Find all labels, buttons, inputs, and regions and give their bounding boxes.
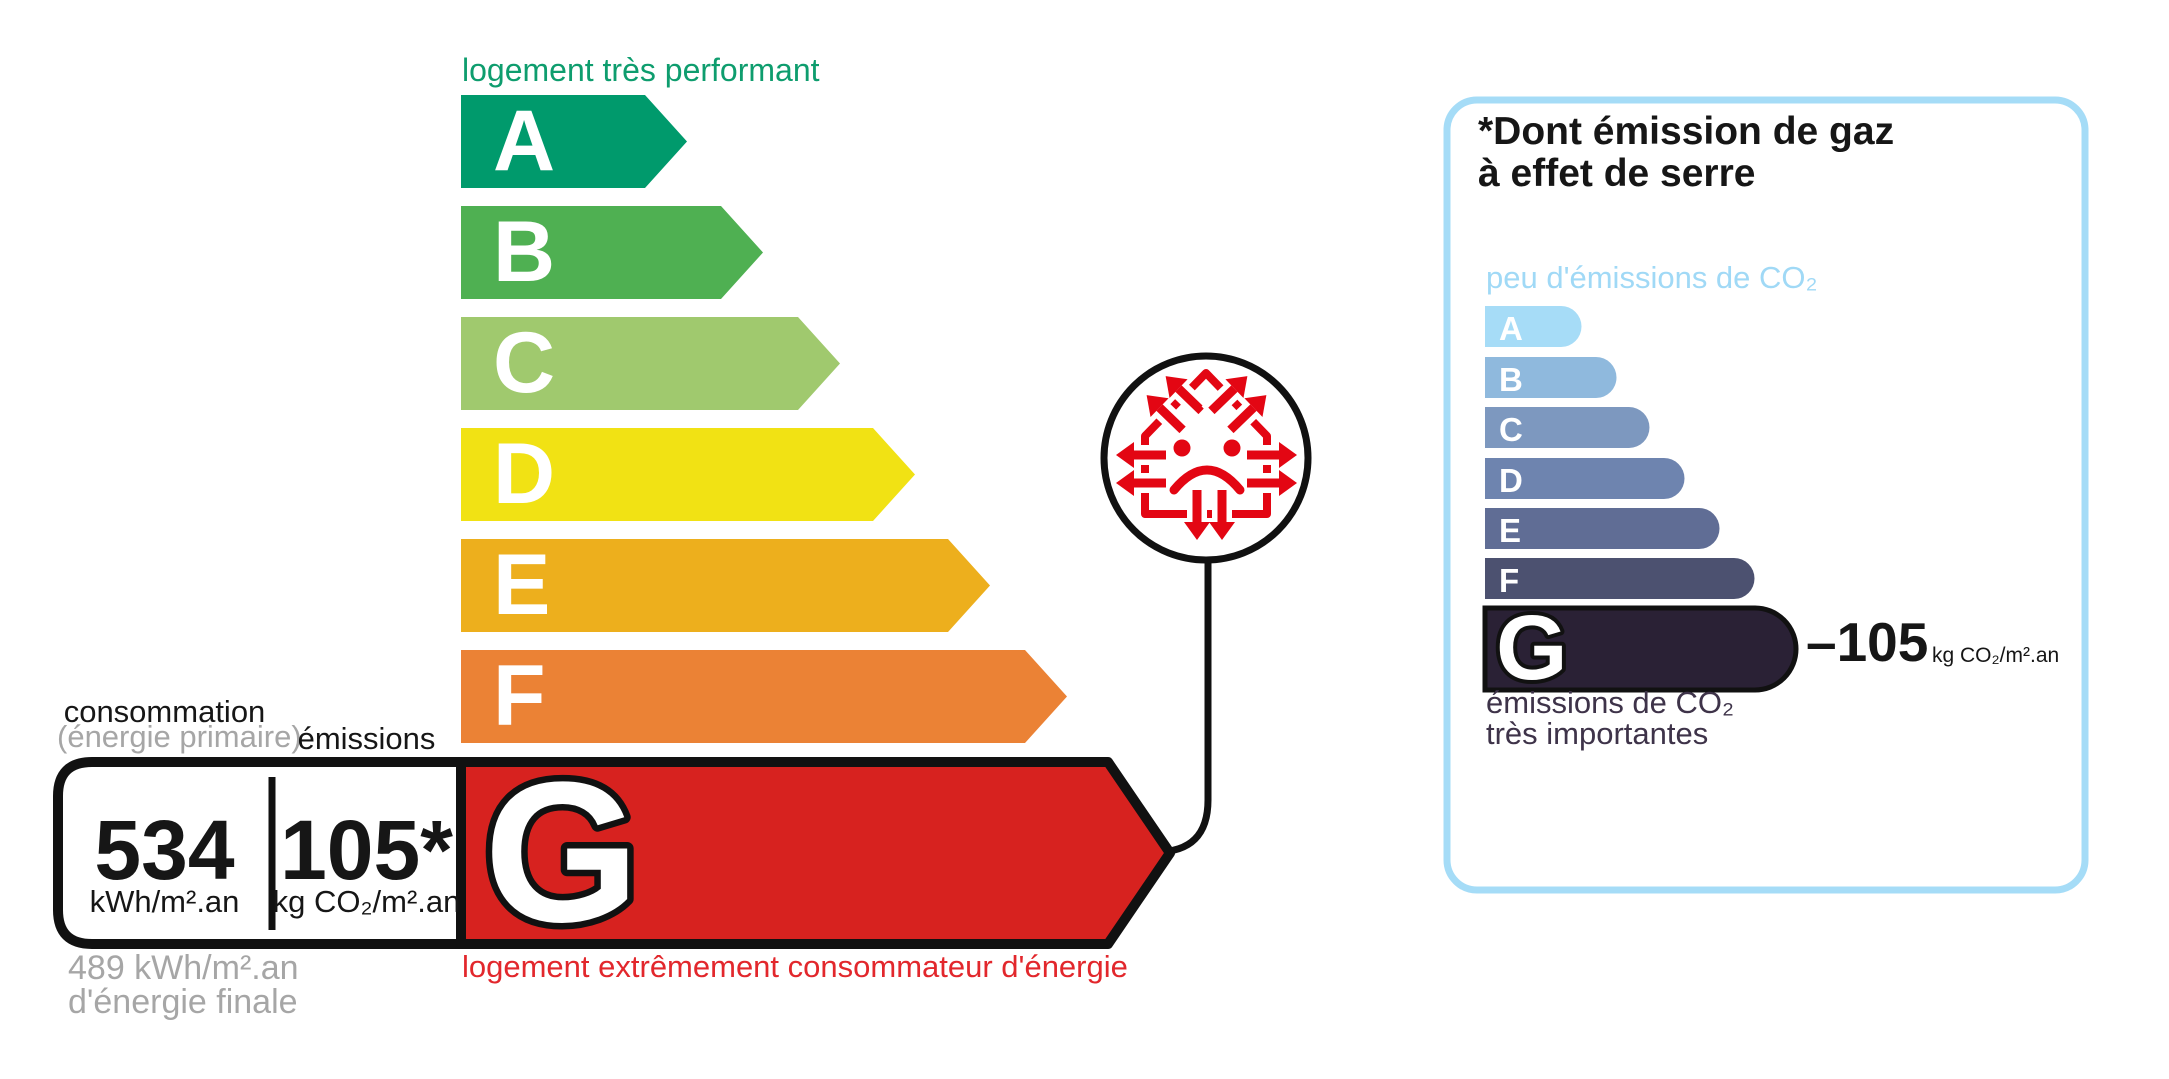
energy-bar-f-arrow	[461, 650, 1067, 743]
co2-bar-e	[1485, 508, 1720, 549]
energy-bar-b-letter: B	[493, 204, 556, 300]
co2-bar-d-letter: D	[1499, 462, 1523, 499]
connector-line	[1155, 552, 1212, 856]
co2-scale-bottom-label-line2: très importantes	[1486, 716, 1709, 751]
co2-scale-bottom-label-line1: émissions de CO₂	[1486, 685, 1735, 720]
co2-bar-d	[1485, 458, 1685, 499]
sad-house-indicator	[1100, 352, 1312, 856]
co2-scale-top-label: peu d'émissions de CO₂	[1486, 260, 1818, 295]
co2-bar-a-letter: A	[1499, 310, 1523, 347]
energy-bar-a-letter: A	[493, 93, 556, 189]
co2-panel-title-line1: *Dont émission de gaz	[1478, 110, 1895, 153]
energy-bar-f-letter: F	[493, 648, 546, 744]
values-panel-box	[53, 757, 466, 949]
co2-bar-g	[1482, 605, 1799, 693]
co2-bar-f-letter: F	[1499, 562, 1520, 599]
final-energy-value: 489 kWh/m².an	[68, 949, 299, 987]
energy-scale-arrows	[461, 95, 1067, 743]
co2-bar-c	[1485, 407, 1650, 448]
energy-scale-top-label: logement très performant	[462, 52, 820, 88]
energy-bar-d-arrow	[461, 428, 915, 521]
consumption-column-title: consommation	[63, 694, 266, 729]
energy-result-row: G	[53, 735, 1175, 971]
primary-energy-value: 534	[94, 803, 235, 897]
co2-bar-a	[1485, 306, 1582, 347]
co2-bar-g-letter: G	[1496, 597, 1568, 699]
left-eye-dot	[1173, 439, 1191, 457]
co2-panel-graphics: G	[1443, 96, 2089, 894]
sad-mouth-arc	[1169, 465, 1245, 495]
emissions-unit: kg CO₂/m².an	[272, 884, 461, 919]
co2-panel-border	[1443, 96, 2089, 894]
co2-panel-title-line2: à effet de serre	[1478, 152, 1756, 195]
energy-bar-b-arrow	[461, 206, 763, 299]
energy-bar-e-letter: E	[493, 537, 551, 633]
energy-bar-a-arrow	[461, 95, 687, 188]
energy-bar-e-arrow	[461, 539, 990, 632]
energy-bar-g-letter: G	[484, 741, 640, 964]
co2-bar-c-letter: C	[1499, 411, 1523, 448]
sad-house-energy-leak-icon	[1116, 367, 1297, 540]
co2-result-unit: kg CO₂/m².an	[1932, 644, 2060, 667]
co2-bar-e-letter: E	[1499, 512, 1522, 549]
primary-energy-unit: kWh/m².an	[89, 884, 240, 919]
primary-energy-subtitle: (énergie primaire)	[57, 719, 302, 754]
energy-scale-bottom-label: logement extrêmement consommateur d'éner…	[462, 949, 1128, 984]
co2-bar-b	[1485, 357, 1617, 398]
co2-bar-f	[1485, 558, 1755, 599]
energy-bar-d-letter: D	[493, 426, 556, 522]
co2-bar-b-letter: B	[1499, 361, 1523, 398]
co2-result-value: –105	[1806, 611, 1929, 673]
right-eye-dot	[1223, 439, 1241, 457]
energy-bar-g-arrow	[456, 757, 1175, 949]
emissions-column-title: émissions	[297, 721, 436, 756]
emissions-value: 105*	[280, 803, 453, 897]
energy-bar-c-letter: C	[493, 315, 556, 411]
energy-bar-c-arrow	[461, 317, 840, 410]
final-energy-label: d'énergie finale	[68, 983, 298, 1021]
